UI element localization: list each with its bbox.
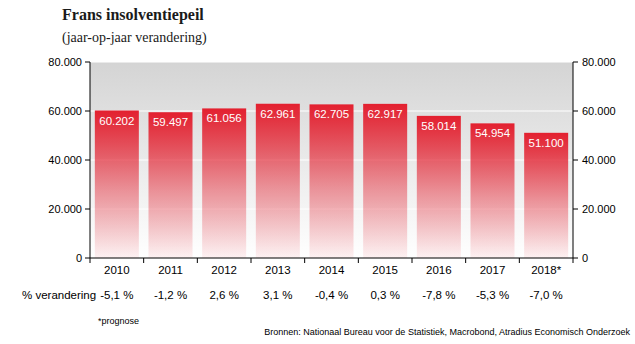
grid-line <box>90 62 573 63</box>
y-tick-label: 40.000 <box>48 154 82 166</box>
x-tick-label: 2016 <box>426 264 452 276</box>
bar <box>417 116 461 258</box>
footnote: *prognose <box>98 316 139 326</box>
y2-tick-label: 60.000 <box>582 105 616 117</box>
y2-tick <box>573 111 578 112</box>
x-axis <box>90 258 573 259</box>
data-label: 62.917 <box>368 108 403 120</box>
y2-axis <box>573 62 574 258</box>
change-title: % verandering <box>22 289 96 301</box>
x-tick-label: 2015 <box>372 264 398 276</box>
bar <box>470 123 514 258</box>
x-tick <box>197 258 198 263</box>
bar <box>148 112 192 258</box>
change-label: 0,3 % <box>370 289 399 301</box>
y2-tick <box>573 160 578 161</box>
y2-tick-label: 80.000 <box>582 56 616 68</box>
bar <box>95 111 139 258</box>
y-tick-label: 0 <box>76 252 82 264</box>
source: Bronnen: Nationaal Bureau voor de Statis… <box>264 327 630 337</box>
x-tick-label: 2013 <box>265 264 291 276</box>
change-label: -7,8 % <box>422 289 455 301</box>
x-tick-label: 2010 <box>104 264 130 276</box>
x-tick <box>90 258 91 263</box>
change-label: -7,0 % <box>530 289 563 301</box>
bars <box>95 104 568 258</box>
x-tick-label: 2012 <box>211 264 237 276</box>
plot-background <box>90 62 573 258</box>
x-tick <box>251 258 252 263</box>
subtitle: (jaar-op-jaar verandering) <box>62 30 207 46</box>
x-tick <box>143 258 144 263</box>
bar <box>202 108 246 258</box>
data-label: 62.705 <box>314 108 349 120</box>
y-tick-label: 60.000 <box>48 105 82 117</box>
y-tick-label: 20.000 <box>48 203 82 215</box>
change-label: -5,1 % <box>100 289 133 301</box>
data-label: 62.961 <box>260 108 295 120</box>
y2-tick-label: 0 <box>582 252 588 264</box>
x-tick <box>519 258 520 263</box>
data-label: 59.497 <box>153 116 188 128</box>
x-tick <box>358 258 359 263</box>
data-label: 54.954 <box>475 127 511 139</box>
x-tick-label: 2014 <box>319 264 345 276</box>
y2-tick-label: 40.000 <box>582 154 616 166</box>
y-tick <box>85 160 90 161</box>
data-label: 58.014 <box>421 120 457 132</box>
y-tick-label: 80.000 <box>48 56 82 68</box>
data-label: 60.202 <box>99 115 134 127</box>
data-label: 51.100 <box>529 137 564 149</box>
y-tick <box>85 62 90 63</box>
y2-tick <box>573 209 578 210</box>
x-tick-label: 2018* <box>531 264 562 276</box>
change-label: -1,2 % <box>154 289 187 301</box>
x-tick <box>465 258 466 263</box>
y-tick <box>85 111 90 112</box>
data-label: 61.056 <box>207 112 242 124</box>
x-tick <box>573 258 574 263</box>
bar <box>363 104 407 258</box>
grid-line <box>90 258 573 259</box>
y2-tick-label: 20.000 <box>582 203 616 215</box>
y2-tick <box>573 258 578 259</box>
labels: 60.202 59.497 61.056 62.961 62.705 62.917 58.0… <box>99 108 564 149</box>
bar <box>256 104 300 258</box>
y-tick <box>85 209 90 210</box>
change-label: -5,3 % <box>476 289 509 301</box>
bar <box>309 104 353 258</box>
change-label: -0,4 % <box>315 289 348 301</box>
x-tick-label: 2017 <box>480 264 506 276</box>
x-tick <box>412 258 413 263</box>
x-tick <box>304 258 305 263</box>
change-label: 3,1 % <box>263 289 292 301</box>
bar <box>524 133 568 258</box>
chart: Frans insolventiepeil (jaar-op-jaar veran… <box>0 0 635 344</box>
x-tick-label: 2011 <box>158 264 183 276</box>
change-label: 2,6 % <box>209 289 238 301</box>
y2-tick <box>573 62 578 63</box>
y-tick <box>85 258 90 259</box>
y-axis <box>90 62 91 258</box>
title: Frans insolventiepeil <box>62 6 204 24</box>
